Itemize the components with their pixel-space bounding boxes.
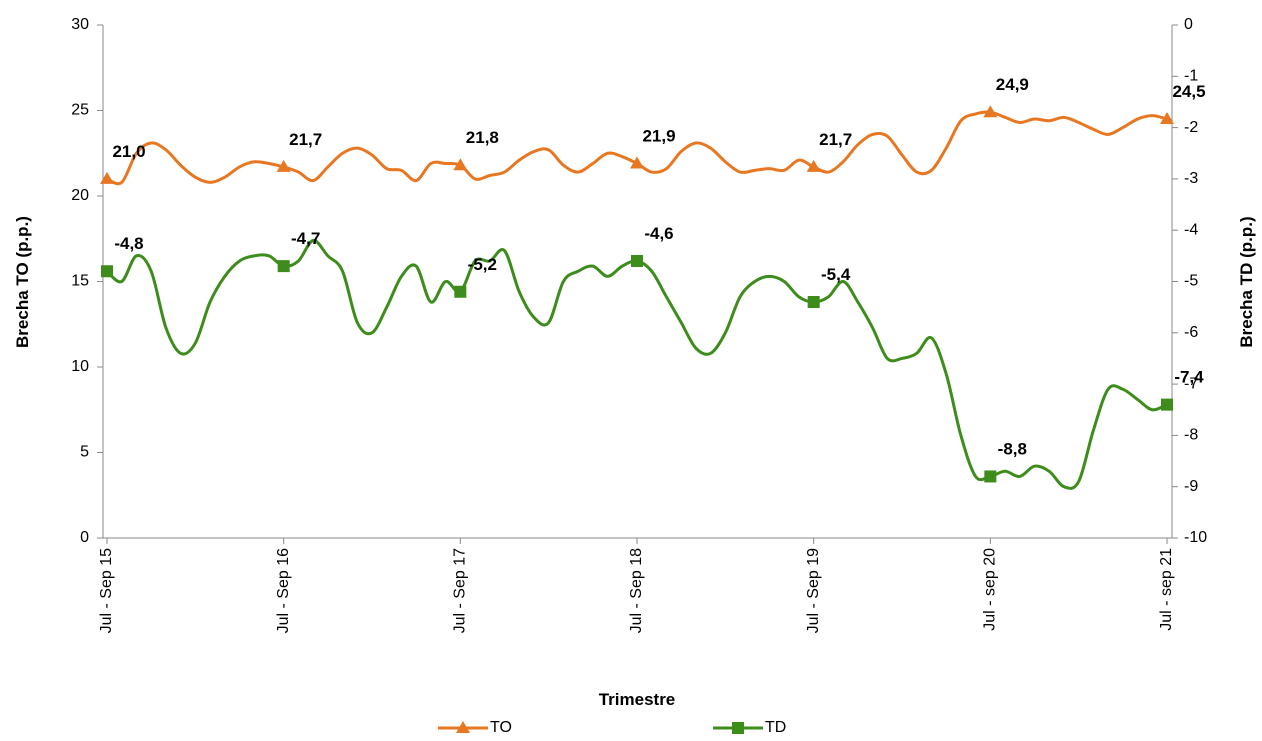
marker: [983, 105, 998, 118]
y2-tick-label: -4: [1184, 221, 1198, 238]
data-label: 21,7: [819, 130, 852, 149]
y-tick-label: 0: [80, 529, 89, 546]
marker: [100, 171, 114, 184]
y2-tick-label: -8: [1184, 427, 1198, 444]
marker: [101, 265, 113, 278]
data-label: -4,8: [114, 234, 143, 253]
marker: [732, 722, 744, 734]
marker: [984, 470, 997, 483]
marker: [454, 285, 467, 298]
x-tick-label: Jul - Sep 16: [275, 548, 292, 633]
data-label: 24,5: [1172, 82, 1205, 101]
y-axis-label: Brecha TO (p.p.): [13, 216, 32, 348]
data-label: -8,8: [998, 439, 1027, 458]
marker: [456, 721, 470, 733]
marker: [807, 296, 820, 309]
marker: [276, 159, 291, 172]
y2-tick-label: 0: [1184, 16, 1193, 33]
data-label: -7,4: [1174, 368, 1204, 387]
y-tick-label: 5: [80, 444, 89, 461]
x-tick-label: Jul - sep 20: [982, 548, 999, 631]
data-label: -5,2: [468, 255, 497, 274]
data-label: 24,9: [996, 75, 1029, 94]
y2-tick-label: -10: [1184, 529, 1207, 546]
marker: [630, 156, 644, 169]
data-label: 21,7: [289, 130, 322, 149]
data-label: -5,4: [821, 265, 851, 284]
legend-label: TD: [765, 719, 786, 736]
marker: [1161, 398, 1173, 411]
x-tick-label: Jul - Sep 17: [452, 548, 469, 633]
data-label: -4,7: [291, 229, 320, 248]
marker: [806, 159, 821, 172]
legend-label: TO: [490, 719, 512, 736]
marker: [1160, 112, 1174, 125]
data-label: 21,8: [466, 128, 499, 147]
y2-tick-label: -2: [1184, 119, 1198, 136]
y-tick-label: 30: [71, 16, 89, 33]
x-axis-label: Trimestre: [599, 690, 676, 709]
x-tick-label: Jul - Sep 18: [628, 548, 645, 633]
x-tick-label: Jul - Sep 19: [805, 548, 822, 633]
data-label: -4,6: [644, 224, 673, 243]
data-label: 21,9: [642, 127, 675, 146]
y-tick-label: 15: [71, 273, 89, 290]
y-tick-label: 10: [71, 358, 89, 375]
x-tick-label: Jul - sep 21: [1158, 548, 1175, 631]
y2-tick-label: -7: [1184, 375, 1198, 392]
y2-tick-label: -5: [1184, 273, 1198, 290]
y2-tick-label: -9: [1184, 478, 1198, 495]
y2-tick-label: -6: [1184, 324, 1198, 341]
x-tick-label: Jul - Sep 15: [98, 548, 115, 633]
y-tick-label: 20: [71, 187, 89, 204]
marker: [453, 158, 468, 171]
marker: [277, 260, 290, 273]
y2-axis-label: Brecha TD (p.p.): [1237, 216, 1256, 347]
y-tick-label: 25: [71, 102, 89, 119]
marker: [631, 254, 643, 267]
series-line: [106, 110, 1168, 186]
y2-tick-label: -3: [1184, 170, 1198, 187]
y2-tick-label: -1: [1184, 68, 1198, 85]
data-label: 21,0: [112, 142, 145, 161]
